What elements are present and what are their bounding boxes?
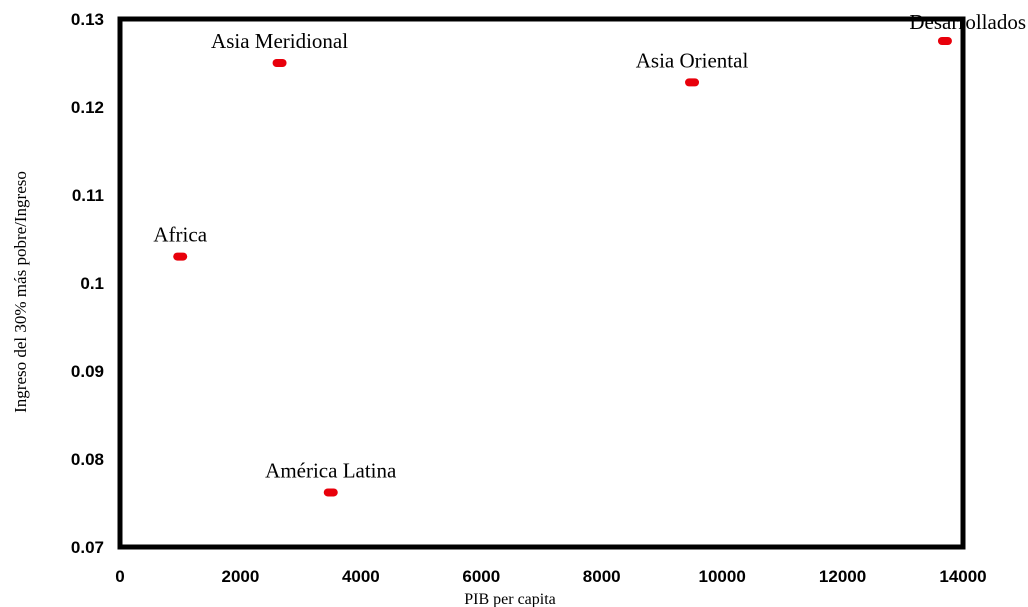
data-point-label: América Latina: [265, 458, 397, 482]
data-point-label: Africa: [153, 223, 207, 247]
y-tick-label: 0.1: [80, 274, 104, 293]
x-tick-label: 6000: [462, 567, 500, 586]
y-tick-label: 0.13: [71, 10, 104, 29]
data-point-label: Asia Meridional: [211, 29, 348, 53]
data-point: [173, 252, 188, 261]
x-axis-label: PIB per capita: [464, 591, 556, 607]
data-point: [323, 488, 338, 497]
data-points: Asia Meridional Asia Oriental Desarrollado…: [153, 10, 1026, 497]
plot-area: [117, 16, 966, 550]
data-point: [272, 59, 287, 67]
y-axis-label: Ingreso del 30% más pobre/Ingreso: [11, 171, 30, 413]
x-tick-label: 12000: [819, 567, 866, 586]
y-tick-label: 0.07: [71, 538, 104, 557]
x-tick-label: 0: [115, 567, 124, 586]
x-tick-label: 2000: [222, 567, 260, 586]
data-point: [685, 78, 700, 87]
data-point-label: Desarrollados: [909, 10, 1026, 34]
x-tick-label: 8000: [583, 567, 621, 586]
y-tick-label: 0.11: [72, 186, 104, 205]
y-tick-label: 0.08: [71, 450, 104, 469]
y-axis-ticks: 0.07 0.08 0.09 0.1 0.11 0.12 0.13: [71, 10, 104, 557]
data-point: [937, 37, 952, 45]
y-tick-label: 0.09: [71, 362, 104, 381]
data-point-label: Asia Oriental: [636, 48, 749, 72]
x-tick-label: 10000: [699, 567, 746, 586]
y-tick-label: 0.12: [71, 98, 104, 117]
x-axis-ticks: 0 2000 4000 6000 8000 10000 12000 14000: [115, 567, 986, 586]
x-tick-label: 4000: [342, 567, 380, 586]
x-tick-label: 14000: [939, 567, 986, 586]
